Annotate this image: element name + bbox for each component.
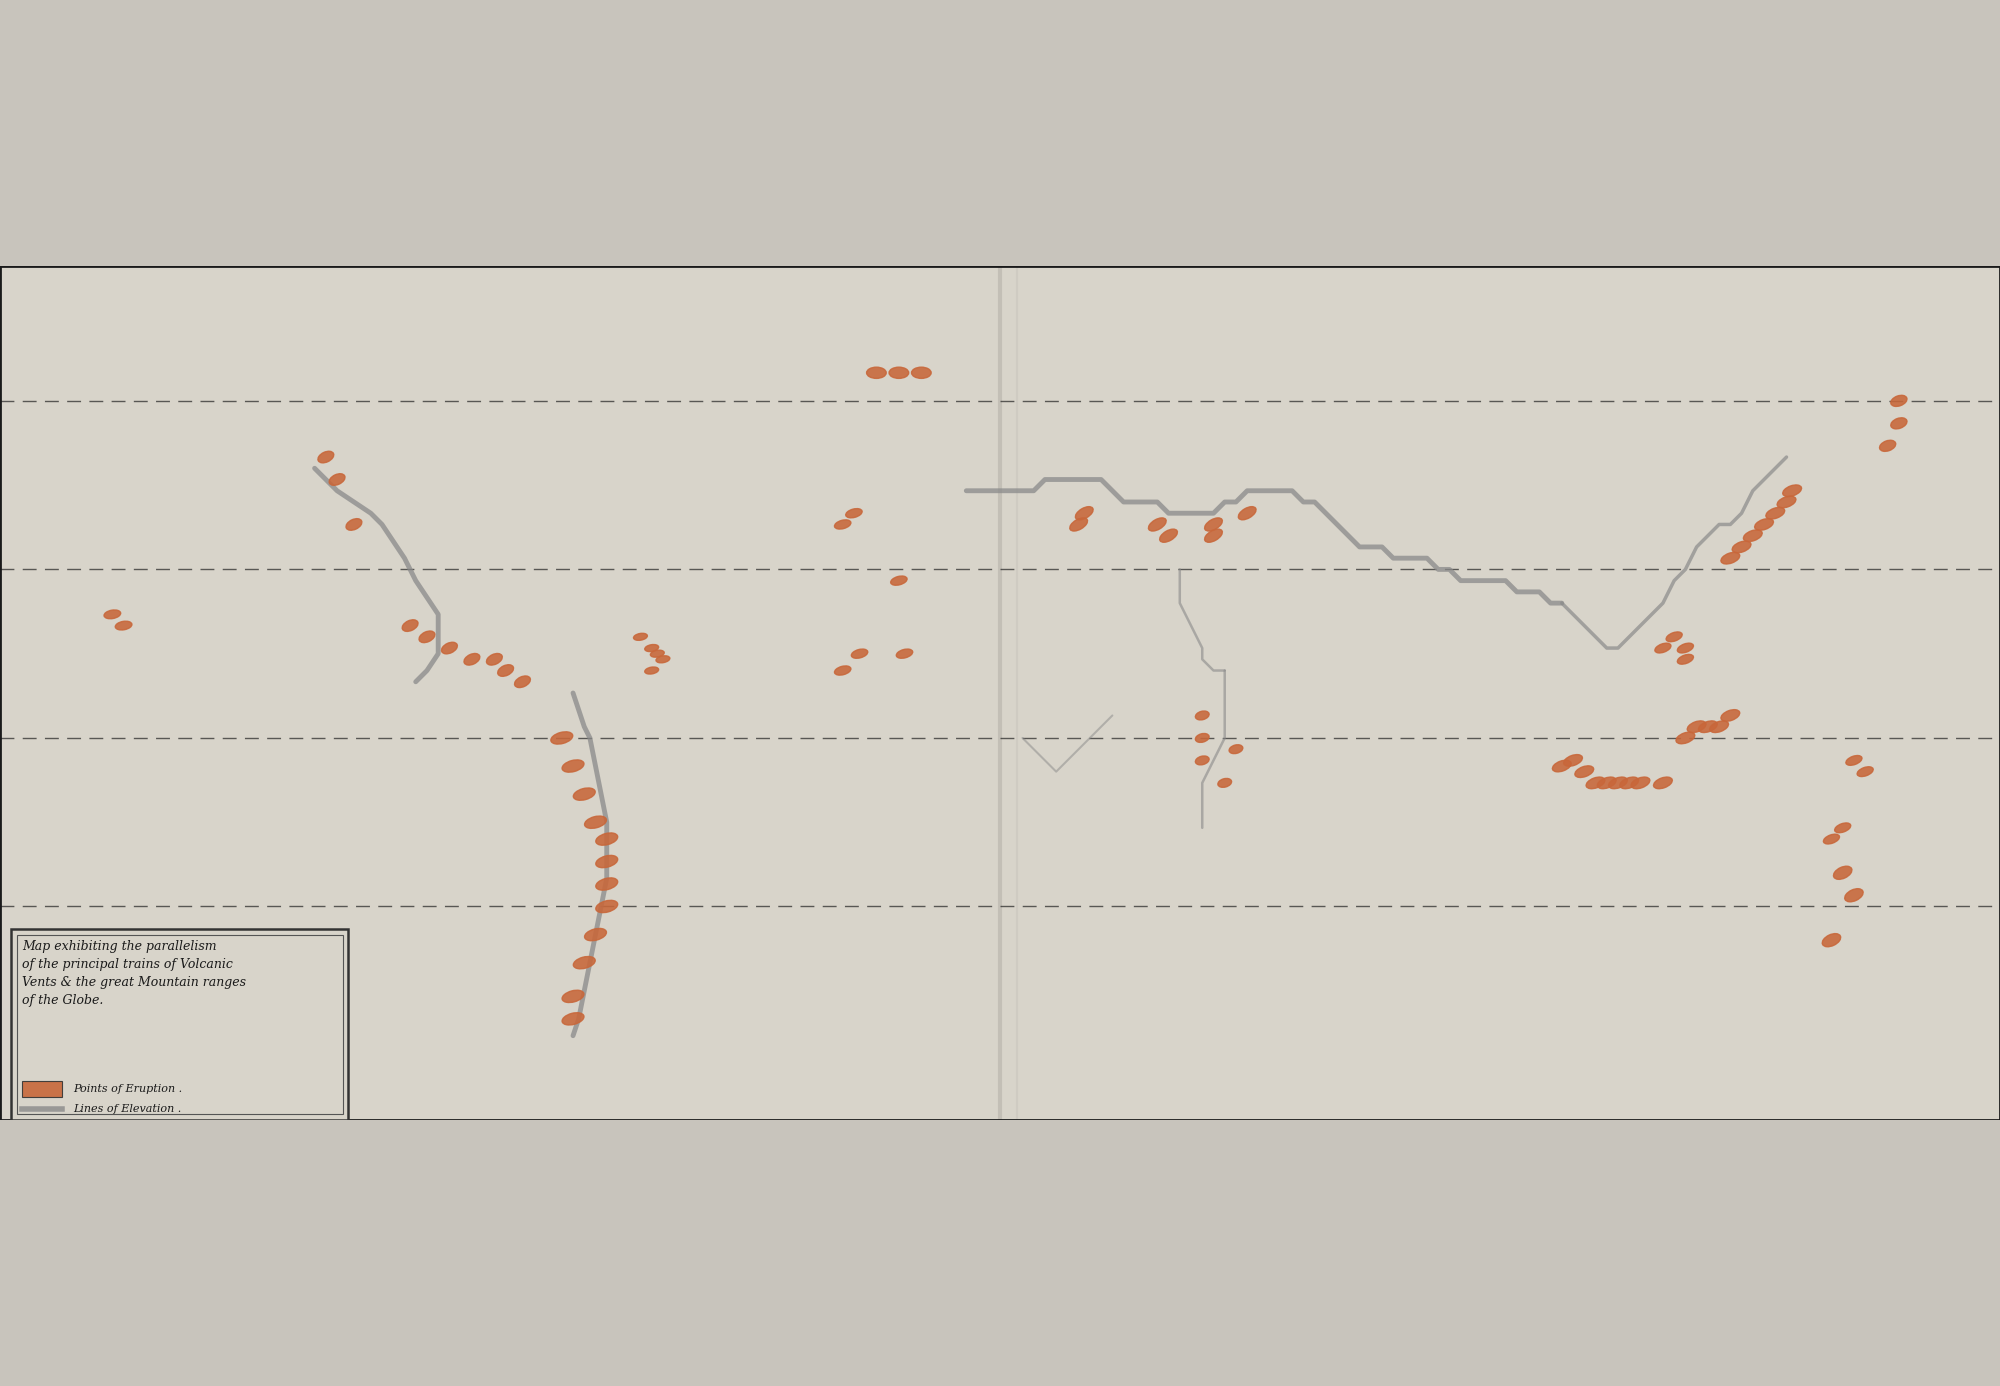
- Ellipse shape: [890, 577, 908, 585]
- Text: Map exhibiting the parallelism
of the principal trains of Volcanic
Vents & the g: Map exhibiting the parallelism of the pr…: [22, 940, 246, 1008]
- Ellipse shape: [834, 665, 850, 675]
- Ellipse shape: [584, 816, 606, 829]
- Ellipse shape: [650, 650, 664, 657]
- Ellipse shape: [1676, 732, 1694, 744]
- Ellipse shape: [1678, 643, 1694, 653]
- Ellipse shape: [1632, 778, 1650, 789]
- Ellipse shape: [1732, 541, 1750, 553]
- Text: Points of Eruption .: Points of Eruption .: [74, 1084, 182, 1094]
- Ellipse shape: [1678, 654, 1694, 664]
- Ellipse shape: [1858, 766, 1874, 776]
- Ellipse shape: [1552, 760, 1572, 772]
- Ellipse shape: [634, 633, 648, 640]
- Ellipse shape: [442, 642, 458, 654]
- Ellipse shape: [1230, 744, 1242, 754]
- Ellipse shape: [1196, 733, 1210, 743]
- Ellipse shape: [1698, 721, 1718, 733]
- Ellipse shape: [852, 649, 868, 658]
- Ellipse shape: [1620, 778, 1638, 789]
- Ellipse shape: [498, 665, 514, 676]
- Ellipse shape: [1666, 632, 1682, 642]
- Ellipse shape: [1204, 518, 1222, 531]
- Ellipse shape: [1574, 766, 1594, 778]
- Ellipse shape: [596, 901, 618, 912]
- Ellipse shape: [912, 367, 932, 378]
- Ellipse shape: [104, 610, 120, 618]
- Ellipse shape: [1196, 711, 1210, 719]
- Ellipse shape: [1754, 518, 1774, 531]
- Ellipse shape: [644, 644, 658, 651]
- Ellipse shape: [1844, 888, 1864, 902]
- Text: Lines of Elevation .: Lines of Elevation .: [74, 1103, 182, 1114]
- Ellipse shape: [116, 621, 132, 631]
- Ellipse shape: [562, 760, 584, 772]
- Ellipse shape: [1846, 755, 1862, 765]
- Ellipse shape: [464, 653, 480, 665]
- Ellipse shape: [550, 732, 572, 744]
- Ellipse shape: [1608, 778, 1628, 789]
- Ellipse shape: [346, 518, 362, 531]
- Ellipse shape: [1834, 866, 1852, 879]
- Ellipse shape: [1654, 643, 1670, 653]
- Ellipse shape: [1204, 529, 1222, 542]
- Ellipse shape: [1196, 755, 1210, 765]
- Ellipse shape: [574, 956, 596, 969]
- Ellipse shape: [1076, 507, 1094, 520]
- Ellipse shape: [330, 474, 346, 485]
- Ellipse shape: [656, 656, 670, 663]
- Ellipse shape: [1834, 823, 1850, 833]
- Ellipse shape: [596, 833, 618, 845]
- FancyBboxPatch shape: [12, 929, 348, 1120]
- Ellipse shape: [1688, 721, 1706, 733]
- Ellipse shape: [486, 653, 502, 665]
- Ellipse shape: [1822, 934, 1840, 947]
- Ellipse shape: [846, 509, 862, 518]
- Ellipse shape: [562, 1013, 584, 1026]
- Ellipse shape: [1778, 496, 1796, 507]
- Ellipse shape: [1598, 778, 1616, 789]
- Ellipse shape: [1586, 778, 1604, 789]
- Ellipse shape: [1782, 485, 1802, 496]
- Ellipse shape: [834, 520, 850, 529]
- Ellipse shape: [420, 631, 434, 643]
- Ellipse shape: [562, 990, 584, 1002]
- Ellipse shape: [1720, 710, 1740, 721]
- Ellipse shape: [1720, 553, 1740, 564]
- Ellipse shape: [574, 789, 596, 800]
- Ellipse shape: [1710, 721, 1728, 733]
- Ellipse shape: [1218, 779, 1232, 787]
- Ellipse shape: [1890, 395, 1906, 406]
- Ellipse shape: [644, 667, 658, 674]
- Ellipse shape: [866, 367, 886, 378]
- Ellipse shape: [1238, 507, 1256, 520]
- Ellipse shape: [1766, 507, 1784, 518]
- Ellipse shape: [1824, 834, 1840, 844]
- FancyBboxPatch shape: [22, 1081, 62, 1098]
- Ellipse shape: [402, 620, 418, 632]
- Ellipse shape: [890, 367, 908, 378]
- Ellipse shape: [1880, 441, 1896, 452]
- Ellipse shape: [1148, 518, 1166, 531]
- Ellipse shape: [1564, 754, 1582, 766]
- Ellipse shape: [584, 929, 606, 941]
- Ellipse shape: [596, 877, 618, 890]
- Ellipse shape: [896, 649, 912, 658]
- Ellipse shape: [1744, 529, 1762, 542]
- Ellipse shape: [1160, 529, 1178, 542]
- Ellipse shape: [1890, 417, 1906, 428]
- Ellipse shape: [514, 676, 530, 687]
- Ellipse shape: [318, 452, 334, 463]
- Ellipse shape: [1070, 518, 1088, 531]
- Ellipse shape: [1654, 778, 1672, 789]
- Ellipse shape: [596, 855, 618, 868]
